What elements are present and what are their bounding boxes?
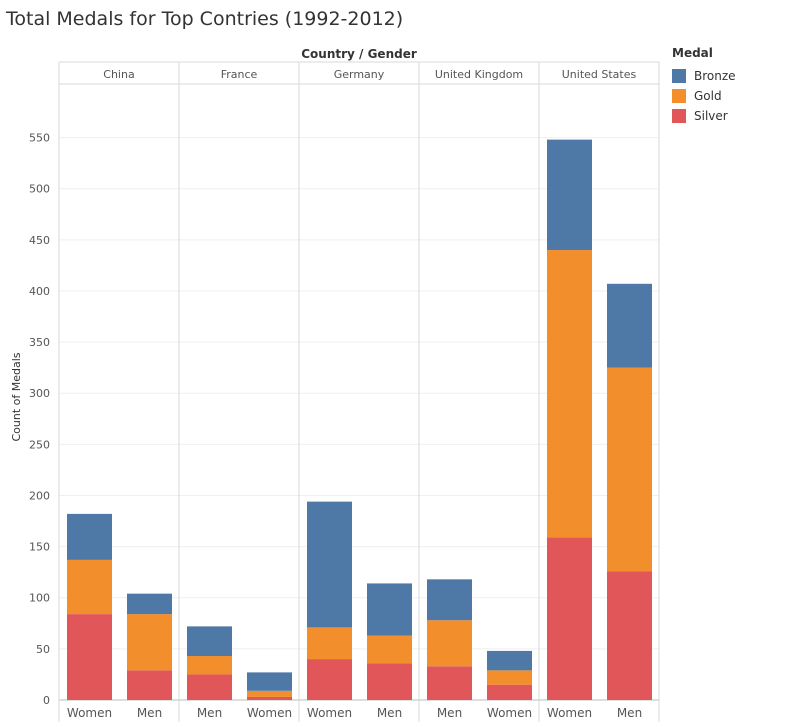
bar-segment-silver[interactable]	[487, 684, 532, 700]
bar-segment-bronze[interactable]	[187, 626, 232, 657]
y-tick-label: 250	[29, 438, 50, 451]
y-axis-label: Count of Medals	[10, 352, 23, 441]
legend: Medal Bronze Gold Silver	[672, 46, 736, 126]
legend-item-silver[interactable]: Silver	[672, 106, 736, 126]
chart-title: Total Medals for Top Contries (1992-2012…	[6, 8, 404, 30]
legend-swatch-silver	[672, 109, 686, 123]
x-tick-label: Women	[487, 706, 532, 720]
y-tick-label: 200	[29, 489, 50, 502]
bar-segment-gold[interactable]	[367, 635, 412, 664]
legend-item-bronze[interactable]: Bronze	[672, 66, 736, 86]
bar-segment-silver[interactable]	[307, 659, 352, 700]
legend-label-bronze: Bronze	[694, 69, 736, 83]
bar-segment-silver[interactable]	[427, 666, 472, 700]
bar-segment-bronze[interactable]	[547, 139, 592, 251]
bar-segment-silver[interactable]	[367, 663, 412, 700]
bar-segment-gold[interactable]	[307, 627, 352, 660]
x-tick-label: Men	[437, 706, 462, 720]
x-tick-label: Women	[247, 706, 292, 720]
y-tick-label: 50	[36, 643, 50, 656]
legend-swatch-gold	[672, 89, 686, 103]
bar-segment-bronze[interactable]	[487, 650, 532, 671]
bar-segment-gold[interactable]	[67, 559, 112, 615]
legend-title: Medal	[672, 46, 713, 60]
y-tick-label: 400	[29, 285, 50, 298]
bar-segment-silver[interactable]	[67, 614, 112, 700]
country-header: China	[103, 68, 134, 81]
country-header: United Kingdom	[435, 68, 523, 81]
country-gender-header: Country / Gender	[301, 47, 417, 61]
legend-label-silver: Silver	[694, 109, 728, 123]
x-tick-label: Women	[67, 706, 112, 720]
bar-segment-silver[interactable]	[607, 571, 652, 700]
bar-segment-bronze[interactable]	[427, 579, 472, 621]
y-tick-label: 350	[29, 336, 50, 349]
x-tick-label: Women	[547, 706, 592, 720]
legend-item-gold[interactable]: Gold	[672, 86, 736, 106]
bar-segment-gold[interactable]	[607, 367, 652, 572]
x-tick-label: Men	[137, 706, 162, 720]
legend-label-gold: Gold	[694, 89, 722, 103]
x-axis-labels: Women Men Men Women Women Men Men Women Women Men	[67, 706, 642, 720]
bar-segment-bronze[interactable]	[247, 672, 292, 691]
x-tick-label: Women	[307, 706, 352, 720]
bar-segment-bronze[interactable]	[307, 501, 352, 628]
bar-segment-silver[interactable]	[247, 696, 292, 700]
y-tick-label: 500	[29, 183, 50, 196]
bars-layer	[67, 139, 652, 700]
country-header: United States	[562, 68, 637, 81]
bar-segment-gold[interactable]	[247, 690, 292, 697]
bar-segment-bronze[interactable]	[67, 513, 112, 560]
x-tick-label: Men	[617, 706, 642, 720]
x-tick-label: Men	[197, 706, 222, 720]
bar-segment-bronze[interactable]	[367, 583, 412, 636]
country-header: France	[221, 68, 258, 81]
y-tick-label: 0	[43, 694, 50, 707]
x-tick-label: Men	[377, 706, 402, 720]
bar-segment-gold[interactable]	[187, 656, 232, 675]
y-tick-label: 450	[29, 234, 50, 247]
y-tick-label: 150	[29, 541, 50, 554]
bar-segment-bronze[interactable]	[607, 283, 652, 368]
bar-segment-silver[interactable]	[127, 670, 172, 700]
bar-segment-silver[interactable]	[187, 674, 232, 700]
bar-segment-gold[interactable]	[127, 614, 172, 671]
bar-segment-silver[interactable]	[547, 537, 592, 700]
y-tick-label: 300	[29, 387, 50, 400]
bar-segment-gold[interactable]	[427, 620, 472, 667]
country-headers: China France Germany United Kingdom United S…	[103, 68, 636, 81]
bar-segment-gold[interactable]	[487, 670, 532, 685]
y-axis-ticks: 0 50 100 150 200 250 300 350 400 450 500 550	[29, 132, 50, 707]
country-header: Germany	[334, 68, 385, 81]
bar-segment-gold[interactable]	[547, 250, 592, 538]
bar-segment-bronze[interactable]	[127, 593, 172, 615]
legend-swatch-bronze	[672, 69, 686, 83]
y-tick-label: 550	[29, 132, 50, 145]
y-tick-label: 100	[29, 592, 50, 605]
